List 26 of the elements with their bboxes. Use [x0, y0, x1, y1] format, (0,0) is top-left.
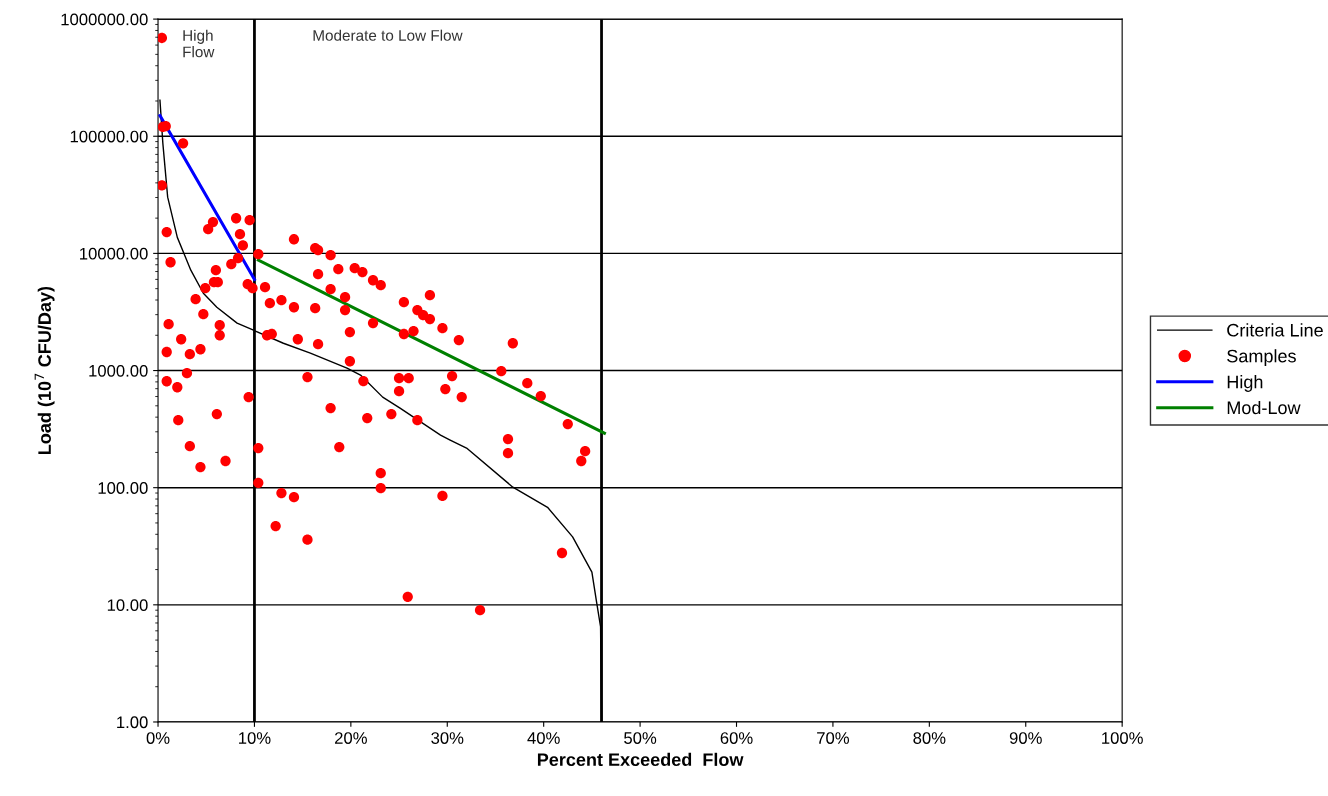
- legend-label: Mod-Low: [1227, 400, 1301, 415]
- y-tick-label: 1000000.00: [61, 13, 148, 26]
- x-tick-label: 20%: [335, 732, 367, 744]
- x-tick-label: 60%: [720, 732, 753, 744]
- x-tick-label: 100%: [1102, 732, 1143, 744]
- y-tick-label: 1000.00: [89, 364, 148, 377]
- y-tick-label: 10.00: [107, 599, 148, 612]
- y-axis-title: Load (10$^{7}$ CFU/Day): [34, 286, 55, 455]
- y-tick-label: 100.00: [98, 482, 148, 494]
- legend-label: Criteria Line: [1227, 323, 1323, 337]
- legend-label: High: [1227, 375, 1263, 392]
- x-tick-label: 0%: [146, 732, 170, 744]
- legend-label: Samples: [1227, 349, 1296, 367]
- annotation: High Flow: [183, 29, 215, 58]
- y-tick-label: 1.00: [117, 716, 148, 729]
- x-tick-label: 40%: [527, 732, 560, 744]
- x-tick-label: 10%: [239, 732, 271, 744]
- x-tick-label: 90%: [1009, 732, 1042, 744]
- y-tick-label: 10000.00: [80, 247, 148, 260]
- x-tick-label: 50%: [624, 732, 657, 744]
- x-tick-label: 80%: [913, 732, 946, 744]
- annotation: Moderate to Low Flow: [313, 29, 463, 41]
- x-tick-label: 30%: [431, 732, 464, 744]
- y-tick-label: 100000.00: [70, 130, 148, 143]
- x-axis-title: Percent Exceeded Flow: [537, 752, 744, 767]
- x-tick-label: 70%: [817, 732, 850, 744]
